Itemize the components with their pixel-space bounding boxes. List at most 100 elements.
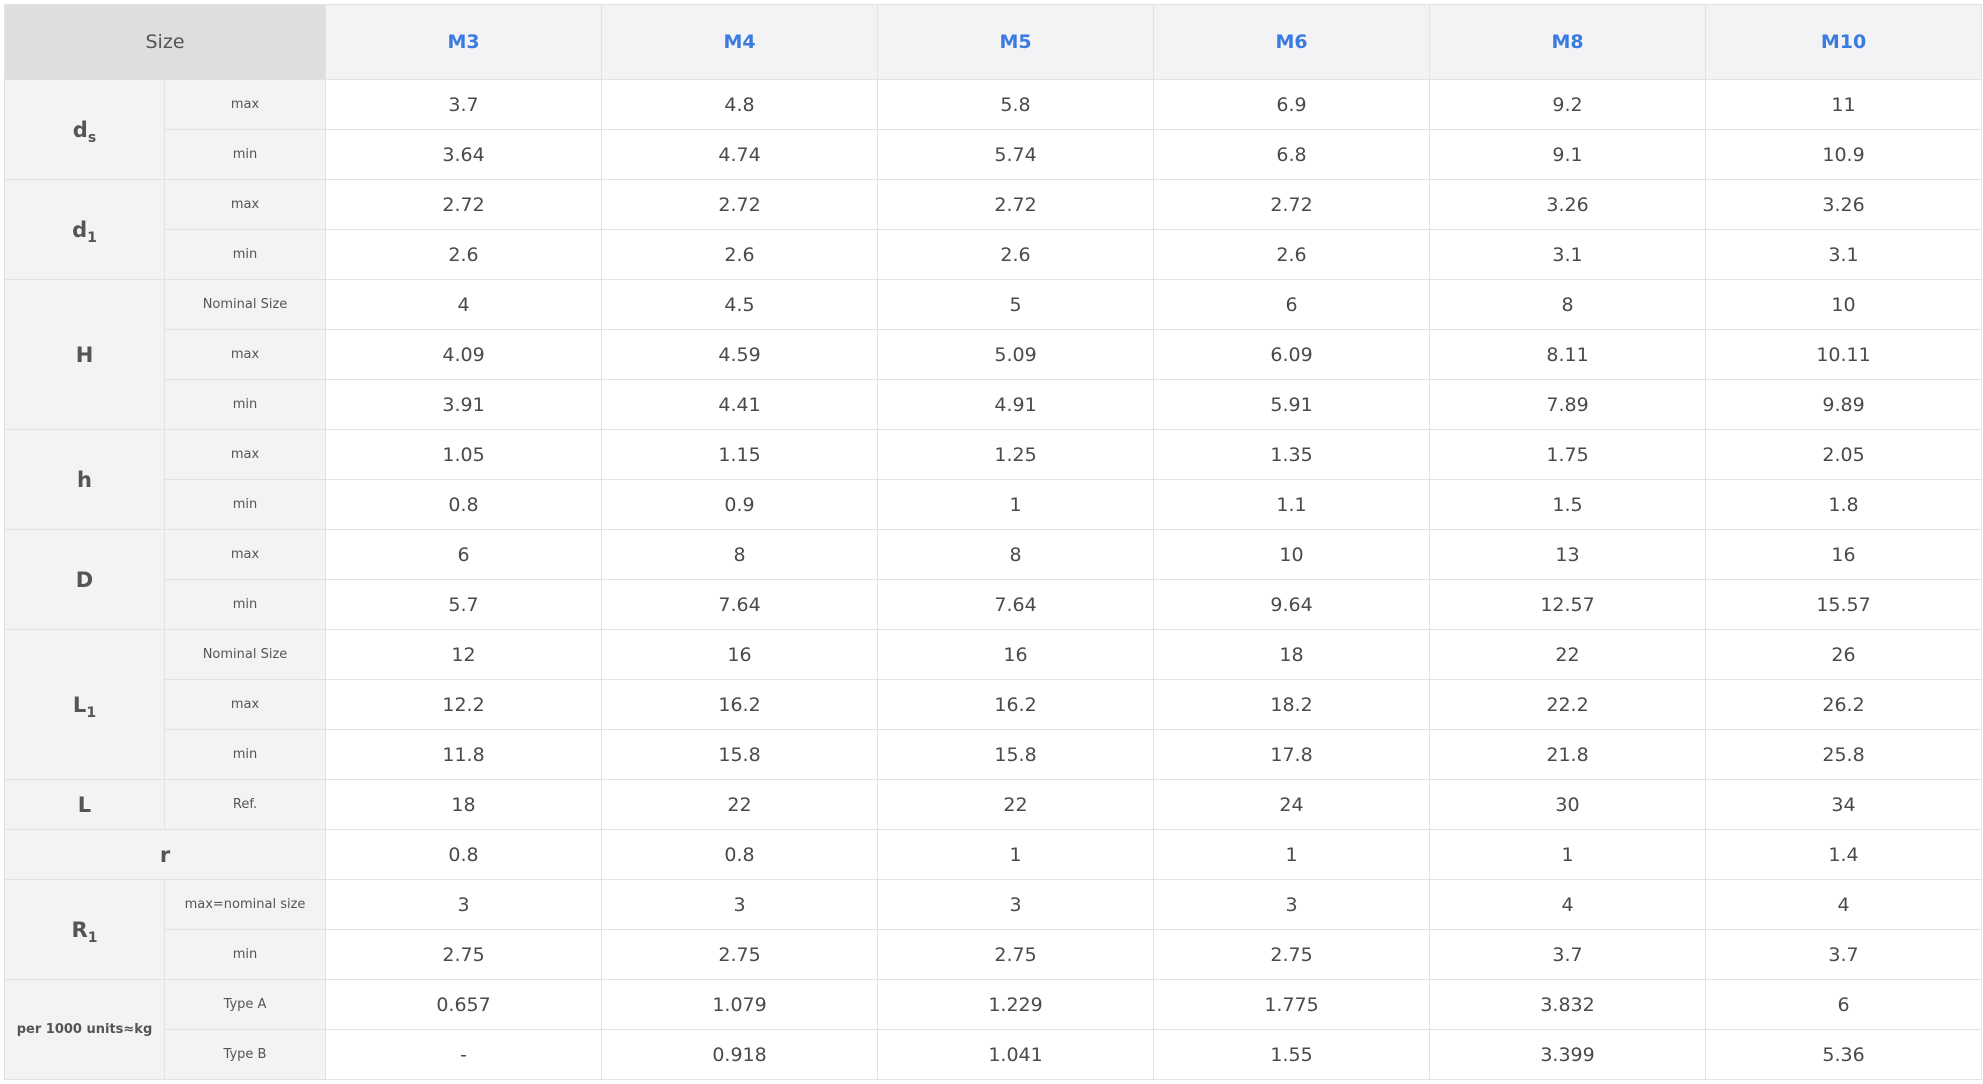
table-row: H Nominal Size 4 4.5 5 6 8 10 — [4, 279, 1983, 430]
value-cell: 7.64 — [877, 579, 1155, 630]
value-cell: 6 — [325, 529, 603, 580]
parameter-symbol: R — [71, 917, 88, 942]
row-qualifier: max — [163, 679, 327, 730]
value-cell: 5.09 — [877, 329, 1155, 380]
value-cell: 0.9 — [601, 479, 879, 530]
value-cell: 3.7 — [1705, 929, 1983, 980]
table-row: min 2.6 2.6 2.6 2.6 3.1 3.1 — [5, 229, 1983, 280]
table-row: L Ref. 18 22 22 24 30 34 — [4, 779, 1983, 830]
table-row: Type B -0.918 1.041 1.55 3.399 5.36 — [5, 1029, 1983, 1080]
value-cell: 1.229 — [877, 979, 1155, 1030]
value-cell: 1 — [877, 479, 1155, 530]
header-row: Size M3 M4 M5 M6 M8 M10 — [3, 4, 1983, 80]
value-cell: 7.64 — [601, 579, 879, 630]
value-cell: 16 — [877, 629, 1155, 680]
value-cell: 1.5 — [1429, 479, 1707, 530]
value-cell: 2.6 — [877, 229, 1155, 280]
row-qualifier: min — [163, 129, 327, 180]
parameter-symbol: L — [72, 692, 87, 717]
value-cell: 8 — [1429, 279, 1707, 330]
row-qualifier: Type B — [163, 1029, 327, 1080]
value-cell: 6 — [1153, 279, 1431, 330]
value-cell: 18 — [1153, 629, 1431, 680]
parameter-label: d1 — [4, 179, 165, 280]
value-cell: 2.75 — [601, 929, 879, 980]
size-header: Size — [3, 4, 327, 80]
row-qualifier: min — [163, 929, 327, 980]
value-cell: 4.09 — [325, 329, 603, 380]
value-cell: 4 — [1705, 879, 1983, 930]
value-cell: 3.7 — [325, 79, 603, 130]
value-cell: 0.8 — [325, 479, 603, 530]
row-qualifier: Type A — [163, 979, 327, 1030]
value-cell: 15.57 — [1705, 579, 1983, 630]
value-cell: 18 — [325, 779, 603, 830]
value-cell: 5.8 — [877, 79, 1155, 130]
parameter-symbol: d — [72, 217, 88, 242]
value-cell: 5.91 — [1153, 379, 1431, 430]
row-qualifier: min — [163, 729, 327, 780]
value-cell: 2.72 — [325, 179, 603, 230]
row-qualifier: max — [163, 429, 327, 480]
table-row: ds max 3.7 4.8 5.8 6.9 9.2 11 — [4, 79, 1983, 180]
value-cell: 3.26 — [1705, 179, 1983, 230]
size-column-header: M3 — [325, 4, 603, 80]
parameter-subscript: s — [87, 129, 97, 146]
value-cell: 12 — [325, 629, 603, 680]
value-cell: 3.399 — [1429, 1029, 1707, 1080]
size-column-header: M8 — [1429, 4, 1707, 80]
value-cell: 4.8 — [601, 79, 879, 130]
value-cell: 8 — [877, 529, 1155, 580]
value-cell: 2.6 — [325, 229, 603, 280]
value-cell: 0.8 — [325, 829, 603, 880]
value-cell: 2.75 — [1153, 929, 1431, 980]
value-cell: 9.89 — [1705, 379, 1983, 430]
table-row: min 3.64 4.74 5.74 6.8 9.1 10.9 — [5, 129, 1983, 180]
value-cell: 21.8 — [1429, 729, 1707, 780]
value-cell: 3.64 — [325, 129, 603, 180]
row-qualifier: min — [163, 579, 327, 630]
value-cell: 1.75 — [1429, 429, 1707, 480]
value-cell: 2.72 — [877, 179, 1155, 230]
value-cell: 16 — [601, 629, 879, 680]
value-cell: 4 — [1429, 879, 1707, 930]
size-column-header: M4 — [601, 4, 879, 80]
value-cell: 3 — [601, 879, 879, 930]
value-cell: 22 — [601, 779, 879, 830]
parameter-label: ds — [4, 79, 165, 180]
value-cell: 9.1 — [1429, 129, 1707, 180]
value-cell: 16.2 — [601, 679, 879, 730]
value-cell: 3.7 — [1429, 929, 1707, 980]
table-row: min 0.8 0.9 1 1.1 1.5 1.8 — [5, 479, 1983, 530]
table-row: min 2.75 2.75 2.75 2.75 3.7 3.7 — [5, 929, 1983, 980]
value-cell: 4.91 — [877, 379, 1155, 430]
parameter-symbol: L — [77, 792, 92, 817]
value-cell: 9.64 — [1153, 579, 1431, 630]
value-cell: 4.41 — [601, 379, 879, 430]
parameter-label: D — [4, 529, 165, 630]
value-cell: 13 — [1429, 529, 1707, 580]
value-cell: 1 — [1429, 829, 1707, 880]
parameter-label: H — [4, 279, 165, 430]
value-cell: 4 — [325, 279, 603, 330]
value-cell: 2.72 — [601, 179, 879, 230]
value-cell: 0.657 — [325, 979, 603, 1030]
row-qualifier: max — [163, 529, 327, 580]
value-cell: 1.1 — [1153, 479, 1431, 530]
parameter-symbol: d — [72, 117, 88, 142]
value-cell: 17.8 — [1153, 729, 1431, 780]
table-row: min 5.7 7.64 7.64 9.64 12.57 15.57 — [5, 579, 1983, 630]
parameter-subscript: 1 — [86, 704, 97, 721]
value-cell: 8.11 — [1429, 329, 1707, 380]
table-row: max 4.09 4.59 5.09 6.09 8.11 10.11 — [5, 329, 1983, 380]
value-cell: 6.8 — [1153, 129, 1431, 180]
parameter-symbol: H — [75, 342, 94, 367]
value-cell: 9.2 — [1429, 79, 1707, 130]
parameter-label: per 1000 units≈kg — [4, 979, 165, 1080]
parameter-subscript: 1 — [87, 929, 98, 946]
value-cell: 5 — [877, 279, 1155, 330]
parameter-label: r — [3, 829, 327, 880]
value-cell: 5.7 — [325, 579, 603, 630]
value-cell: 26 — [1705, 629, 1983, 680]
value-cell: 1.25 — [877, 429, 1155, 480]
